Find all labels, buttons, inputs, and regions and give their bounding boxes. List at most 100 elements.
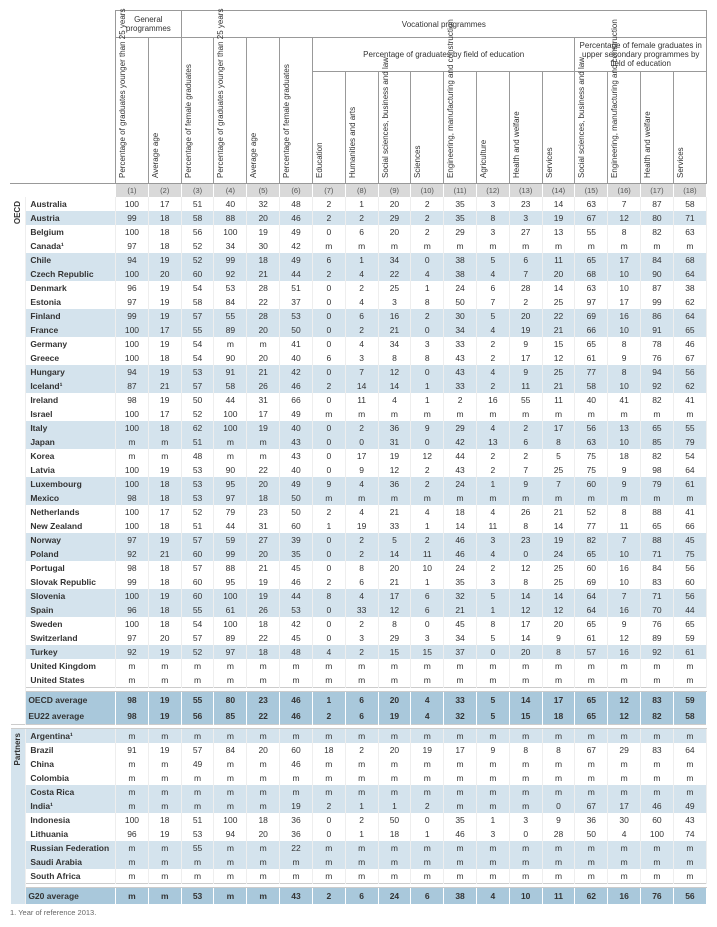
country-name: Costa Rica xyxy=(26,785,116,799)
country-name: Belgium xyxy=(26,225,116,239)
table-row: Estonia971958842237043850722597179962 xyxy=(11,295,707,309)
table-row: Japanmm51mm430031042136863108579 xyxy=(11,435,707,449)
country-name: Colombia xyxy=(26,771,116,785)
table-row: OECDAustralia100175140324821202353231463… xyxy=(11,197,707,211)
section-label-partners: Partners xyxy=(13,733,22,765)
section-label-oecd: OECD xyxy=(13,201,22,224)
country-name: Australia xyxy=(26,197,116,211)
country-name: OECD average xyxy=(26,692,116,709)
footnote: 1. Year of reference 2013. xyxy=(10,908,707,917)
table-row: Germany1001954mm41043433329156587846 xyxy=(11,337,707,351)
table-row: Ireland98195044316601141216551140418241 xyxy=(11,393,707,407)
table-row: Brazil91195784206018220191798867298364 xyxy=(11,743,707,757)
country-name: Luxembourg xyxy=(26,477,116,491)
table-row: Greece1001854902040638843217126197667 xyxy=(11,351,707,365)
country-name: South Africa xyxy=(26,869,116,884)
table-row: Slovak Republic9918609519462621135382569… xyxy=(11,575,707,589)
table-row: Portugal98185788214508201024212256016845… xyxy=(11,561,707,575)
data-table: General programmes Vocational programmes… xyxy=(10,10,707,904)
table-row: Costa Ricammmmmmmmmmmmmmmmmm xyxy=(11,785,707,799)
country-name: Indonesia xyxy=(26,813,116,827)
country-name: Hungary xyxy=(26,365,116,379)
country-name: India¹ xyxy=(26,799,116,813)
country-name: Slovak Republic xyxy=(26,575,116,589)
country-name: Germany xyxy=(26,337,116,351)
table-row: France100175589205002210344192166109165 xyxy=(11,323,707,337)
country-name: Austria xyxy=(26,211,116,225)
country-name: Turkey xyxy=(26,645,116,659)
country-name: Latvia xyxy=(26,463,116,477)
table-row: Denmark96195453285102251246281463108738 xyxy=(11,281,707,295)
country-name: Portugal xyxy=(26,561,116,575)
table-row: Latvia1001953902240091224327257599864 xyxy=(11,463,707,477)
country-name: Italy xyxy=(26,421,116,435)
country-name: Russian Federation xyxy=(26,841,116,855)
table-row: South Africammmmmmmmmmmmmmmmmm xyxy=(11,869,707,884)
table-row: United Statesmmmmmmmmmmmmmmmmmm xyxy=(11,673,707,688)
table-row: Sweden10018541001842028045817206597665 xyxy=(11,617,707,631)
country-name: Switzerland xyxy=(26,631,116,645)
country-name: G20 average xyxy=(26,888,116,905)
table-row: Turkey92195297184842151537020857169261 xyxy=(11,645,707,659)
column-number-row: (1)(2)(3) (4)(5)(6) (7)(8)(9) (10)(11)(1… xyxy=(11,184,707,198)
country-name: United Kingdom xyxy=(26,659,116,673)
country-name: France xyxy=(26,323,116,337)
table-row: India¹mmmmm192112mmm067174649 xyxy=(11,799,707,813)
country-name: Mexico xyxy=(26,491,116,505)
table-row: Israel10017521001749mmmmmmmmmmmm xyxy=(11,407,707,421)
country-name: Japan xyxy=(26,435,116,449)
country-name: Argentina¹ xyxy=(26,729,116,744)
table-row: Mexico981853971850mmmmmmmmmmmm xyxy=(11,491,707,505)
country-name: Sweden xyxy=(26,617,116,631)
country-name: Canada¹ xyxy=(26,239,116,253)
table-row: Saudi Arabiammmmmmmmmmmmmmmmmm xyxy=(11,855,707,869)
country-name: Netherlands xyxy=(26,505,116,519)
table-row: United Kingdommmmmmmmmmmmmmmmmmm xyxy=(11,659,707,673)
table-row: Finland99195755285306162305202269168664 xyxy=(11,309,707,323)
country-name: Lithuania xyxy=(26,827,116,841)
table-row: Belgium100185610019490620229327135588263 xyxy=(11,225,707,239)
country-name: Iceland¹ xyxy=(26,379,116,393)
table-row: Luxembourg100185395204994362241976097961 xyxy=(11,477,707,491)
table-row: OECD average9819558023461620433514176512… xyxy=(11,692,707,709)
country-name: Korea xyxy=(26,449,116,463)
country-name: Spain xyxy=(26,603,116,617)
table-row: Austria9918588820462229235831967128071 xyxy=(11,211,707,225)
country-name: EU22 average xyxy=(26,708,116,725)
country-name: Israel xyxy=(26,407,116,421)
subheader-female-field: Percentage of female graduates in upper … xyxy=(575,38,707,72)
table-row: Norway971957592739025246323198278845 xyxy=(11,533,707,547)
table-row: Iceland¹87215758264621414133211215810926… xyxy=(11,379,707,393)
country-name: Finland xyxy=(26,309,116,323)
country-name: Czech Republic xyxy=(26,267,116,281)
table-row: Spain961855612653033126211121264167044 xyxy=(11,603,707,617)
table-row: EU22 average9819568522462619432515186512… xyxy=(11,708,707,725)
table-row: Slovenia10019601001944841763251414647715… xyxy=(11,589,707,603)
table-row: PartnersArgentina¹mmmmmmmmmmmmmmmmmm xyxy=(11,729,707,744)
country-name: China xyxy=(26,757,116,771)
table-row: Indonesia1001851100183602500351393630604… xyxy=(11,813,707,827)
country-name: Greece xyxy=(26,351,116,365)
header-vocational: Vocational programmes xyxy=(181,11,706,38)
table-row: Czech Republic10020609221442422438472068… xyxy=(11,267,707,281)
country-name: Slovenia xyxy=(26,589,116,603)
table-row: Netherlands10017527923502421418426215288… xyxy=(11,505,707,519)
table-row: Lithuania9619539420360118146302850410074 xyxy=(11,827,707,841)
country-name: United States xyxy=(26,673,116,688)
table-row: Chile9419529918496134038561165178468 xyxy=(11,253,707,267)
table-row: Russian Federationmm55mm22mmmmmmmmmmmm xyxy=(11,841,707,855)
country-name: Ireland xyxy=(26,393,116,407)
country-name: Norway xyxy=(26,533,116,547)
country-name: Denmark xyxy=(26,281,116,295)
country-name: Chile xyxy=(26,253,116,267)
country-name: Brazil xyxy=(26,743,116,757)
table-row: Poland92216099203502141146402465107175 xyxy=(11,547,707,561)
table-row: Hungary941953912142071204349257789456 xyxy=(11,365,707,379)
table-row: Canada¹971852343042mmmmmmmmmmmm xyxy=(11,239,707,253)
table-row: Italy100186210019400236929421756136555 xyxy=(11,421,707,435)
country-name: Poland xyxy=(26,547,116,561)
table-row: Switzerland97205789224503293345149611289… xyxy=(11,631,707,645)
country-name: Saudi Arabia xyxy=(26,855,116,869)
table-row: Chinamm49mm46mmmmmmmmmmmm xyxy=(11,757,707,771)
table-row: Colombiammmmmmmmmmmmmmmmmm xyxy=(11,771,707,785)
